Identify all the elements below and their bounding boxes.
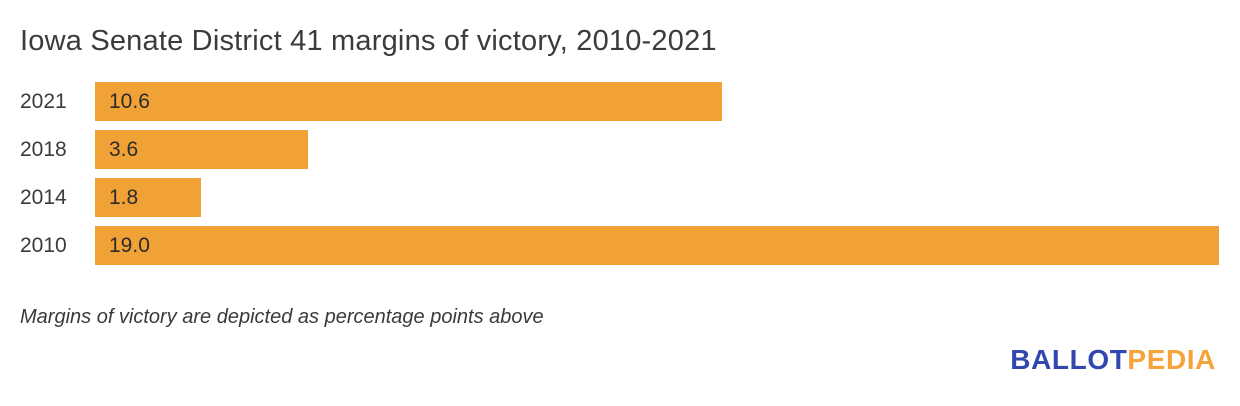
bar-value-label: 3.6 xyxy=(109,138,139,161)
bar xyxy=(95,178,202,217)
year-label: 2014 xyxy=(20,186,67,209)
chart-row: 2010 19.0 xyxy=(0,226,1240,265)
bar xyxy=(95,226,1219,265)
chart-row: 2014 1.8 xyxy=(0,178,1240,217)
logo-text-ballot: BALLOT xyxy=(1010,344,1128,375)
bar-value-label: 1.8 xyxy=(109,186,139,209)
year-label: 2018 xyxy=(20,138,67,161)
bar-chart: 2021 10.6 2018 3.6 2014 1.8 2010 19.0 xyxy=(0,82,1240,274)
bar xyxy=(95,130,308,169)
year-label: 2021 xyxy=(20,90,67,113)
chart-row: 2018 3.6 xyxy=(0,130,1240,169)
bar-track: 19.0 xyxy=(95,226,1219,265)
bar xyxy=(95,82,723,121)
chart-row: 2021 10.6 xyxy=(0,82,1240,121)
chart-footnote: Margins of victory are depicted as perce… xyxy=(20,306,544,328)
bar-value-label: 19.0 xyxy=(109,234,150,257)
bar-track: 3.6 xyxy=(95,130,1219,169)
bar-track: 1.8 xyxy=(95,178,1219,217)
logo-text-pedia: PEDIA xyxy=(1127,344,1216,375)
ballotpedia-logo: BALLOTPEDIA xyxy=(1010,344,1216,376)
bar-value-label: 10.6 xyxy=(109,90,150,113)
bar-track: 10.6 xyxy=(95,82,1219,121)
year-label: 2010 xyxy=(20,234,67,257)
chart-title: Iowa Senate District 41 margins of victo… xyxy=(20,25,717,57)
